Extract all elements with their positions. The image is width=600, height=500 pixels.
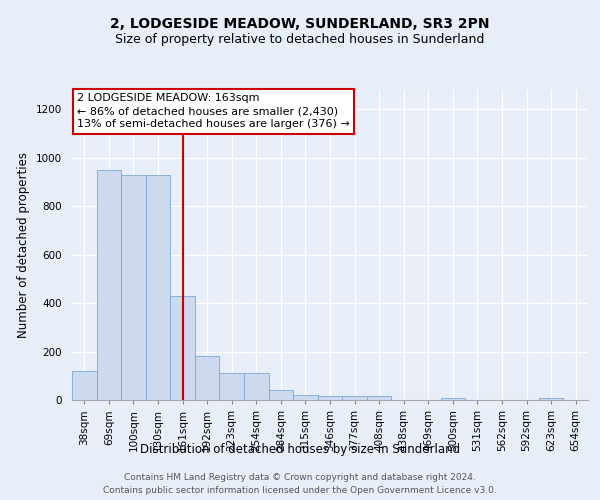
Bar xyxy=(539,398,563,400)
Text: Distribution of detached houses by size in Sunderland: Distribution of detached houses by size … xyxy=(140,442,460,456)
Text: Size of property relative to detached houses in Sunderland: Size of property relative to detached ho… xyxy=(115,32,485,46)
Bar xyxy=(146,175,170,400)
Y-axis label: Number of detached properties: Number of detached properties xyxy=(17,152,31,338)
Bar xyxy=(367,396,391,400)
Bar xyxy=(72,371,97,400)
Bar xyxy=(318,396,342,400)
Bar xyxy=(342,396,367,400)
Bar xyxy=(170,296,195,400)
Bar xyxy=(244,374,269,400)
Bar xyxy=(440,398,465,400)
Bar xyxy=(220,374,244,400)
Text: Contains HM Land Registry data © Crown copyright and database right 2024.: Contains HM Land Registry data © Crown c… xyxy=(124,472,476,482)
Bar xyxy=(195,356,220,400)
Bar xyxy=(293,395,318,400)
Text: Contains public sector information licensed under the Open Government Licence v3: Contains public sector information licen… xyxy=(103,486,497,495)
Text: 2 LODGESIDE MEADOW: 163sqm
← 86% of detached houses are smaller (2,430)
13% of s: 2 LODGESIDE MEADOW: 163sqm ← 86% of deta… xyxy=(77,93,350,130)
Bar xyxy=(121,175,146,400)
Text: 2, LODGESIDE MEADOW, SUNDERLAND, SR3 2PN: 2, LODGESIDE MEADOW, SUNDERLAND, SR3 2PN xyxy=(110,18,490,32)
Bar xyxy=(97,170,121,400)
Bar xyxy=(269,390,293,400)
